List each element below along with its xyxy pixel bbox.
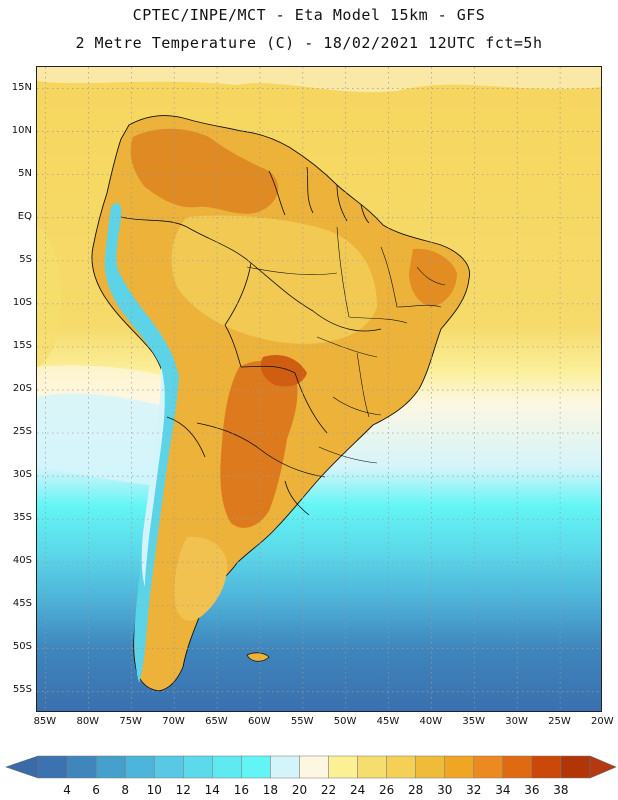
colorbar-tick-label: 24 <box>350 783 365 797</box>
lon-label: 80W <box>76 716 100 727</box>
colorbar-swatch <box>66 755 97 779</box>
colorbar-tick-label: 30 <box>437 783 452 797</box>
colorbar-tick-label: 20 <box>292 783 307 797</box>
lon-label: 20W <box>591 716 614 727</box>
temperature-map <box>36 66 602 712</box>
colorbar: 4 6 8 10 12 14 16 18 20 22 24 26 28 30 32 34 36 38 <box>5 755 617 797</box>
colorbar-swatch <box>241 755 271 779</box>
colorbar-tick-label: 38 <box>553 783 568 797</box>
lon-label: 45W <box>376 716 400 727</box>
colorbar-tick-label: 26 <box>379 783 394 797</box>
ocean-pale-band <box>37 365 167 407</box>
map-title-line1: CPTEC/INPE/MCT - Eta Model 15km - GFS <box>132 6 486 24</box>
lon-label: 75W <box>119 716 142 727</box>
colorbar-swatch <box>212 755 242 779</box>
lon-label: 50W <box>333 716 357 727</box>
colorbar-swatch <box>37 755 68 779</box>
colorbar-swatch <box>473 755 504 779</box>
lon-label: 65W <box>205 716 228 727</box>
lat-label: 5S <box>19 253 32 265</box>
lat-label: 45S <box>12 598 32 610</box>
cool-region-patagonia <box>174 536 228 621</box>
lat-label: 20S <box>12 383 32 394</box>
colorbar-tick-label: 18 <box>263 783 278 797</box>
colorbar-tick-labels: 4 6 8 10 12 14 16 18 20 22 24 26 28 30 32 34 36 38 <box>63 783 568 797</box>
colorbar-tick-label: 34 <box>495 783 510 797</box>
colorbar-boxes <box>5 755 617 779</box>
colorbar-tick-label: 28 <box>408 783 423 797</box>
lat-label: 40S <box>12 555 32 567</box>
lat-label: 10S <box>12 296 32 308</box>
lon-label: 70W <box>162 716 185 727</box>
lat-label: 35S <box>12 512 32 524</box>
lon-label: 25W <box>548 716 571 727</box>
colorbar-tick-label: 32 <box>466 783 481 797</box>
colorbar-swatch <box>502 755 533 779</box>
lon-label: 40W <box>419 716 443 727</box>
hot-region-northeast <box>409 248 457 307</box>
lat-label: 25S <box>12 426 32 438</box>
map-title-line2: 2 Metre Temperature (C) - 18/02/2021 12U… <box>75 34 543 52</box>
colorbar-max-arrow <box>589 755 617 779</box>
lat-label: EQ <box>17 210 32 222</box>
colorbar-tick-label: 16 <box>234 783 249 797</box>
colorbar-tick-label: 22 <box>321 783 336 797</box>
colorbar-swatch <box>153 755 184 779</box>
colorbar-swatch <box>415 755 445 779</box>
lat-label: 15S <box>12 339 32 351</box>
andes-core <box>141 367 165 587</box>
lon-label: 85W <box>33 716 57 727</box>
ocean-warm-patch <box>37 67 601 93</box>
colorbar-tick-label: 10 <box>147 783 162 797</box>
colorbar-swatch <box>270 755 300 779</box>
lat-label: 5N <box>18 167 32 179</box>
andes-cold-strip <box>104 202 179 683</box>
lat-label: 30S <box>12 469 32 481</box>
hot-region-chaco <box>220 360 298 528</box>
lon-label: 55W <box>290 716 314 727</box>
colorbar-swatch <box>124 755 155 779</box>
lon-label: 35W <box>462 716 485 727</box>
ocean-patch-west <box>37 227 61 367</box>
hot-region-central <box>260 354 307 387</box>
lat-label: 55S <box>12 684 32 696</box>
colorbar-swatch <box>183 755 213 779</box>
temperature-map-svg <box>37 67 601 711</box>
lon-label: 60W <box>247 716 271 727</box>
colorbar-min-arrow <box>5 755 39 779</box>
falkland-islands <box>246 652 270 662</box>
ocean-cool-west <box>37 393 167 487</box>
colorbar-swatch <box>299 755 329 779</box>
state-borders <box>246 226 446 464</box>
colorbar-tick-label: 4 <box>63 783 71 797</box>
colorbar-swatch <box>95 755 126 779</box>
colorbar-tick-label: 14 <box>205 783 220 797</box>
colorbar-tick-label: 6 <box>92 783 100 797</box>
colorbar-tick-label: 12 <box>176 783 191 797</box>
colorbar-swatch <box>386 755 416 779</box>
colorbar-swatch <box>531 755 562 779</box>
colorbar-swatch <box>560 755 591 779</box>
lat-label: 10N <box>11 124 32 136</box>
colorbar-tick-label: 36 <box>524 783 539 797</box>
lat-label: 15N <box>11 81 32 93</box>
warm-region-brazil <box>171 215 377 344</box>
colorbar-swatch <box>444 755 475 779</box>
colorbar-tick-label: 8 <box>121 783 129 797</box>
hot-region-north <box>130 128 279 214</box>
colorbar-swatch <box>357 755 387 779</box>
lat-label: 50S <box>12 641 32 653</box>
colorbar-swatch <box>328 755 358 779</box>
lon-label: 30W <box>505 716 528 727</box>
